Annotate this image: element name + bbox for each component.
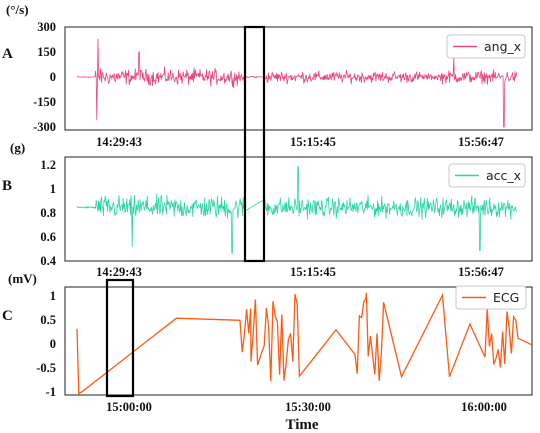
b-ytick-0: 1.2 [40, 158, 56, 172]
panel-c-yticks: 1 0.5 0 -0.5 -1 [36, 289, 56, 399]
legend-a-box [446, 34, 526, 59]
b-ytick-1: 1 [50, 182, 56, 196]
panel-b-xticks: 14:29:43 15:15:45 15:56:47 [96, 265, 504, 279]
a-xtick-1: 15:15:45 [290, 135, 336, 149]
c-ytick-2: 0 [50, 337, 56, 351]
b-xtick-1: 15:15:45 [290, 265, 336, 279]
b-ytick-2: 0.8 [40, 206, 56, 220]
panel-a-legend: ang_x [446, 34, 526, 59]
c-ytick-1: 0.5 [40, 313, 56, 327]
c-xtick-1: 15:30:00 [285, 400, 331, 414]
panel-b-legend: acc_x [448, 163, 526, 188]
gap-highlight-box-ab [243, 25, 266, 263]
a-ytick-0: 300 [37, 20, 56, 34]
c-ytick-4: -1 [46, 385, 56, 399]
c-xtick-0: 15:00:00 [106, 400, 152, 414]
gap-highlight-box-c [105, 278, 135, 398]
panel-b-unit: (g) [10, 140, 25, 155]
a-ytick-2: 0 [50, 70, 56, 84]
b-ytick-3: 0.6 [40, 230, 56, 244]
panel-a-yticks: 300 150 0 -150 -300 [33, 20, 56, 134]
panel-c-letter: C [2, 308, 13, 324]
acc-x-series-line [76, 166, 518, 254]
panel-c-xticks: 15:00:00 15:30:00 16:00:00 [106, 400, 507, 414]
legend-a-label: ang_x [484, 39, 521, 54]
legend-b-box [448, 163, 526, 188]
panel-c-unit: (mV) [8, 271, 37, 286]
a-ytick-4: -300 [33, 120, 56, 134]
panel-c-frame [64, 286, 533, 396]
c-ytick-0: 1 [50, 289, 56, 303]
a-ytick-1: 150 [37, 45, 56, 59]
b-xtick-0: 14:29:43 [96, 265, 142, 279]
a-xtick-2: 15:56:47 [458, 135, 504, 149]
c-ytick-3: -0.5 [36, 361, 56, 375]
panel-c-legend: ECG [455, 285, 527, 310]
legend-b-label: acc_x [486, 168, 521, 183]
x-axis-title: Time [285, 417, 318, 433]
panel-a-unit: (°/s) [6, 2, 29, 17]
c-xtick-2: 16:00:00 [461, 400, 507, 414]
a-ytick-3: -150 [33, 95, 56, 109]
b-ytick-4: 0.4 [40, 254, 56, 268]
a-xtick-0: 14:29:43 [96, 135, 142, 149]
legend-c-label: ECG [493, 290, 519, 305]
panel-a-frame [64, 26, 533, 131]
ecg-series-line [76, 292, 532, 395]
panel-a-xticks: 14:29:43 15:15:45 15:56:47 [96, 135, 504, 149]
panel-b-frame [64, 156, 533, 262]
panel-b-letter: B [2, 178, 12, 194]
panel-a-letter: A [2, 46, 13, 62]
panel-b-yticks: 1.2 1 0.8 0.6 0.4 [40, 158, 56, 268]
ang-x-series-line [76, 38, 518, 128]
legend-c-box [455, 285, 527, 310]
b-xtick-2: 15:56:47 [458, 265, 504, 279]
